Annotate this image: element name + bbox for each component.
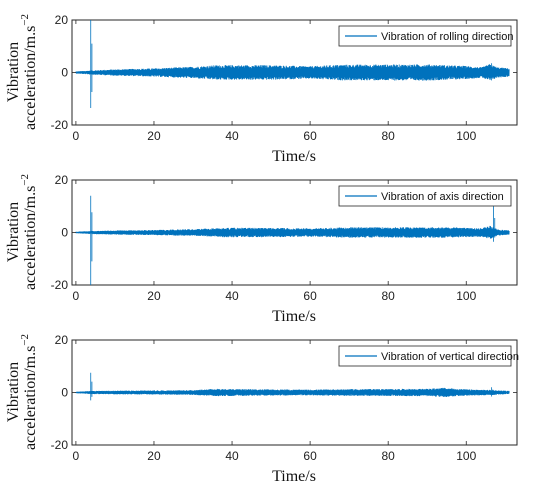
legend-box [338, 345, 512, 367]
x-tick-label: 20 [147, 289, 161, 303]
y-tick-label: 0 [61, 226, 68, 240]
legend: Vibration of vertical direction [338, 345, 519, 367]
signal-trace-axis [75, 195, 510, 285]
x-axis-label: Time/s [272, 148, 316, 165]
chart-vertical-direction: 0 20 40 60 80 100 -20 0 20 Vibration of vertical… [5, 333, 519, 485]
x-tick-label: 0 [73, 289, 80, 303]
y-tick-label: -20 [51, 438, 69, 452]
y-tick-label: 0 [61, 66, 68, 80]
legend-label: Vibration of rolling direction [381, 31, 513, 43]
y-tick-label: -20 [51, 278, 69, 292]
signal-trace-rolling [75, 20, 510, 108]
x-tick-label: 80 [382, 129, 396, 143]
y-tick-label: 20 [55, 333, 69, 347]
axis-ticks: 0 20 40 60 80 100 -20 0 20 [51, 173, 517, 303]
axis-ticks: 0 20 40 60 80 100 -20 0 20 [51, 13, 517, 143]
x-tick-label: 100 [456, 289, 476, 303]
x-tick-label: 0 [73, 449, 80, 463]
chart-rolling-direction: 0 20 40 60 80 100 -20 0 20 Vibration of rolling … [5, 13, 518, 165]
x-tick-label: 80 [382, 289, 396, 303]
x-axis-label: Time/s [272, 468, 316, 485]
y-axis-label-exponent: −2 [19, 174, 31, 186]
x-tick-label: 60 [303, 449, 317, 463]
legend-label: Vibration of vertical direction [381, 351, 519, 363]
y-axis-label-unit: acceleration/m.s [22, 346, 39, 450]
y-axis-label-line1: Vibration [5, 202, 22, 262]
x-axis-label: Time/s [272, 308, 316, 325]
legend-box [338, 185, 512, 207]
x-tick-label: 40 [225, 289, 239, 303]
legend-box [338, 25, 512, 47]
legend-label: Vibration of axis direction [381, 191, 504, 203]
y-axis-label-unit: acceleration/m.s [22, 26, 39, 130]
x-tick-label: 60 [303, 289, 317, 303]
legend: Vibration of axis direction [338, 185, 512, 207]
y-axis-label-exponent: −2 [19, 334, 31, 346]
y-tick-label: -20 [51, 118, 69, 132]
y-axis-label-exponent: −2 [19, 14, 31, 26]
x-tick-label: 80 [382, 449, 396, 463]
y-axis-label-line2: acceleration/m.s−2 [19, 14, 39, 130]
y-tick-label: 0 [61, 386, 68, 400]
x-tick-label: 20 [147, 129, 161, 143]
x-tick-label: 100 [456, 129, 476, 143]
x-tick-label: 20 [147, 449, 161, 463]
y-tick-label: 20 [55, 13, 69, 27]
x-tick-label: 0 [73, 129, 80, 143]
signal-trace-vertical [75, 372, 510, 401]
legend: Vibration of rolling direction [338, 25, 513, 47]
y-axis-label-line2: acceleration/m.s−2 [19, 174, 39, 290]
x-tick-label: 60 [303, 129, 317, 143]
y-axis-label-line2: acceleration/m.s−2 [19, 334, 39, 450]
x-tick-label: 100 [456, 449, 476, 463]
axis-ticks: 0 20 40 60 80 100 -20 0 20 [51, 333, 517, 463]
y-axis-label-unit: acceleration/m.s [22, 186, 39, 290]
y-axis-label-line1: Vibration [5, 362, 22, 422]
x-tick-label: 40 [225, 449, 239, 463]
y-axis-label-line1: Vibration [5, 42, 22, 102]
y-tick-label: 20 [55, 173, 69, 187]
chart-axis-direction: 0 20 40 60 80 100 -20 0 20 Vibration of axis dir… [5, 173, 518, 325]
x-tick-label: 40 [225, 129, 239, 143]
